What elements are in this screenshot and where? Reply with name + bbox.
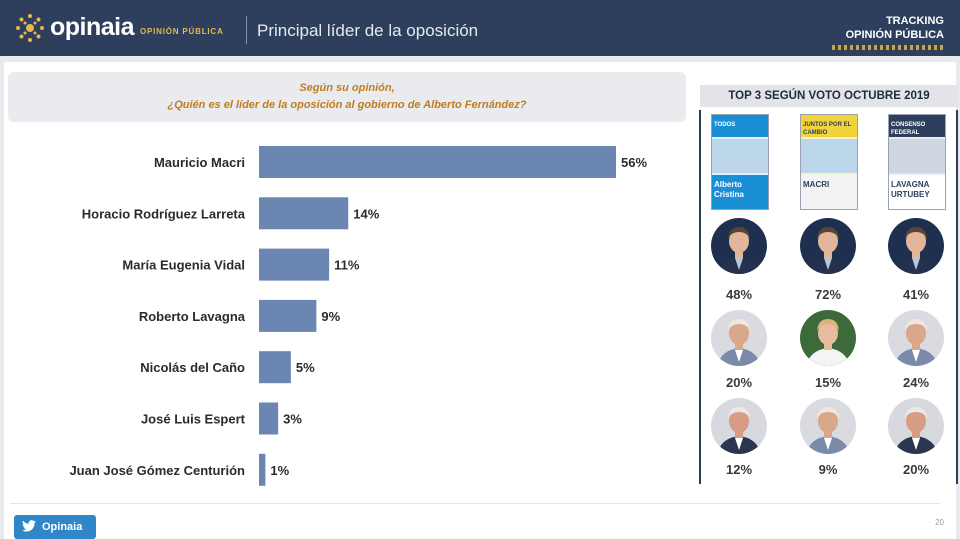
brand-name: opinaia <box>50 13 135 41</box>
candidate-photo <box>800 218 856 274</box>
ballot-logo: JUNTOS POR EL CAMBIO <box>803 122 852 136</box>
bar <box>259 197 349 230</box>
ballot-photo-strip <box>889 139 945 173</box>
bar <box>259 351 291 384</box>
ballot-band <box>712 115 768 137</box>
candidate-photo <box>711 398 767 454</box>
twitter-button[interactable]: Opinaia <box>14 515 96 539</box>
value-label: 14% <box>353 206 379 221</box>
ballot-logo: CONSENSO FEDERAL <box>891 122 926 136</box>
ballot-name-band <box>712 175 768 209</box>
ballot-name-band <box>889 175 945 209</box>
candidate-percentage: 9% <box>818 462 838 477</box>
category-label: Mauricio Macri <box>154 155 245 170</box>
category-label: Juan José Gómez Centurión <box>69 463 245 478</box>
value-label: 3% <box>283 412 302 427</box>
ballot-name1: LAVAGNA <box>891 180 930 189</box>
ballot-photo-strip <box>801 139 857 173</box>
candidate-photo <box>711 218 767 274</box>
ballot-band <box>889 115 945 137</box>
candidate-photo <box>888 218 944 274</box>
twitter-label: Opinaia <box>42 521 83 533</box>
tracking-decoration <box>832 45 944 50</box>
tracking-line2: OPINIÓN PÚBLICA <box>845 29 944 41</box>
header-bar: opinaia OPINIÓN PÚBLICA Principal líder … <box>0 0 960 56</box>
candidate-percentage: 20% <box>902 462 930 477</box>
value-label: 9% <box>321 309 340 324</box>
ballot-name2: URTUBEY <box>891 190 930 199</box>
category-label: Nicolás del Caño <box>140 360 245 375</box>
tracking-line1: TRACKING <box>885 15 944 27</box>
bar <box>259 299 317 332</box>
category-label: José Luis Espert <box>141 412 246 427</box>
candidate-percentage: 12% <box>725 462 753 477</box>
page-title: Principal líder de la oposición <box>257 21 479 40</box>
ballot-band <box>801 115 857 137</box>
footer-divider <box>10 503 940 504</box>
page-number: 20 <box>935 518 944 527</box>
bar <box>259 248 330 281</box>
candidate-percentage: 20% <box>725 375 753 390</box>
candidate-percentage: 15% <box>814 375 842 390</box>
ballot-image: JUNTOS POR EL CAMBIO MACRI <box>800 114 858 210</box>
bar <box>259 453 266 486</box>
value-label: 11% <box>334 258 360 273</box>
category-label: Roberto Lavagna <box>139 309 246 324</box>
ballot-name2: Cristina <box>714 190 744 199</box>
ballot-logo: TODOS <box>714 122 736 128</box>
twitter-icon <box>22 520 36 532</box>
candidate-percentage: 48% <box>725 287 753 302</box>
top3-title: TOP 3 SEGÚN VOTO OCTUBRE 2019 <box>700 85 958 107</box>
ballot-name1: MACRI <box>803 180 830 189</box>
question-line2: ¿Quién es el líder de la oposición al go… <box>167 99 527 111</box>
ballot-photo-strip <box>712 139 768 173</box>
opinaia-logo-icon <box>16 14 44 42</box>
tracking-label: TRACKING OPINIÓN PÚBLICA <box>846 14 944 42</box>
value-label: 5% <box>296 360 315 375</box>
question-box: Según su opinión, ¿Quién es el líder de … <box>8 72 686 122</box>
bar-chart: Mauricio Macri 56% Horacio Rodríguez Larre… <box>69 146 647 486</box>
ballot-image: TODOS Alberto Cristina <box>711 114 769 210</box>
candidate-percentage: 24% <box>902 375 930 390</box>
candidate-percentage: 72% <box>814 287 842 302</box>
header-divider <box>246 16 247 44</box>
ballot-name-band <box>801 175 857 209</box>
candidate-photo <box>711 310 767 366</box>
category-label: María Eugenia Vidal <box>122 258 245 273</box>
brand-subtitle: OPINIÓN PÚBLICA <box>140 27 224 36</box>
question-line1: Según su opinión, <box>299 82 395 94</box>
candidate-photo <box>888 398 944 454</box>
candidate-photo <box>800 310 856 366</box>
value-label: 56% <box>621 155 647 170</box>
bar <box>259 146 616 178</box>
candidate-photo <box>800 398 856 454</box>
candidate-photo <box>888 310 944 366</box>
ballot-image: CONSENSO FEDERAL LAVAGNA URTUBEY <box>888 114 946 210</box>
bar <box>259 402 279 435</box>
category-label: Horacio Rodríguez Larreta <box>82 206 246 221</box>
value-label: 1% <box>270 463 289 478</box>
ballot-name1: Alberto <box>714 180 742 189</box>
candidate-percentage: 41% <box>902 287 930 302</box>
